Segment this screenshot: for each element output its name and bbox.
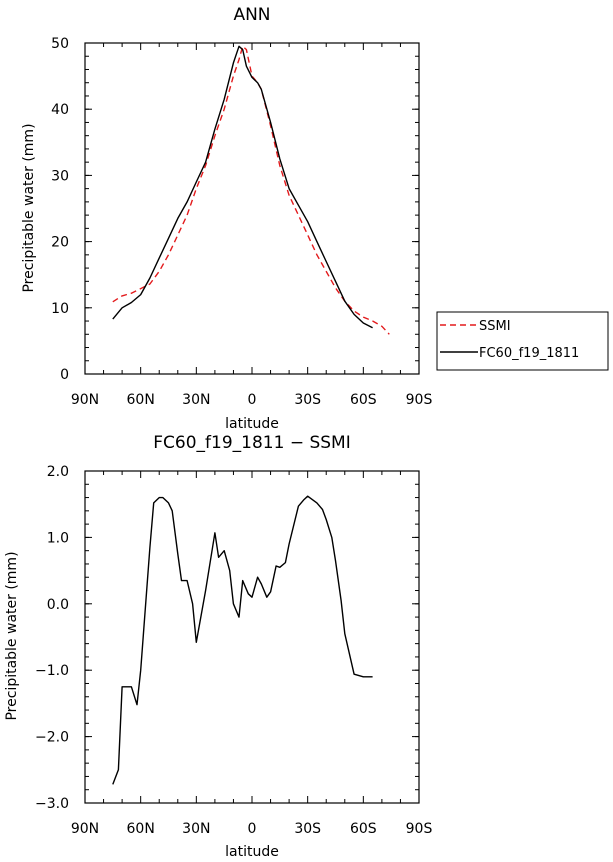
top-x-axis-label: latitude [225, 416, 279, 432]
bottom-y-axis-label: Precipitable water (mm) [4, 551, 20, 720]
top-panel: ANN latitude Precipitable water (mm) 90N… [21, 5, 432, 432]
bottom-x-tick-label: 60S [350, 821, 377, 837]
bottom-y-tick-label: −2.0 [35, 730, 69, 746]
bottom-plot-frame [84, 470, 420, 804]
top-y-axis-label: Precipitable water (mm) [21, 123, 37, 292]
bottom-x-tick-label: 0 [248, 821, 257, 837]
top-y-tick-label: 10 [51, 301, 69, 317]
top-x-tick-label: 30S [294, 392, 321, 408]
bottom-x-axis-label: latitude [225, 844, 279, 860]
top-series-line-fc60-f19-1811 [112, 45, 373, 329]
top-x-tick-label: 90S [406, 392, 433, 408]
top-y-tick-label: 40 [51, 102, 69, 118]
legend: SSMI FC60_f19_1811 [436, 311, 609, 371]
top-y-tick-label: 30 [51, 168, 69, 184]
bottom-chart-title: FC60_f19_1811 − SSMI [153, 433, 350, 453]
bottom-x-tick-label: 90S [406, 821, 433, 837]
top-y-tick-label: 20 [51, 235, 69, 251]
bottom-x-tick-label: 90N [71, 821, 99, 837]
bottom-x-tick-label: 30S [294, 821, 321, 837]
top-y-tick-label: 0 [60, 367, 69, 383]
legend-box [436, 311, 609, 371]
bottom-y-tick-label: −1.0 [35, 663, 69, 679]
bottom-x-tick-label: 60N [127, 821, 155, 837]
bottom-series-line-0 [112, 495, 373, 785]
bottom-y-tick-label: 0.0 [47, 597, 69, 613]
bottom-y-tick-label: 1.0 [47, 530, 69, 546]
top-x-tick-label: 60S [350, 392, 377, 408]
top-chart-title: ANN [233, 5, 270, 25]
top-x-tick-label: 30N [182, 392, 210, 408]
legend-label-model: FC60_f19_1811 [479, 346, 579, 361]
top-x-tick-label: 90N [71, 392, 99, 408]
bottom-y-tick-label: 2.0 [47, 464, 69, 480]
legend-label-ssmi: SSMI [479, 319, 511, 334]
top-series-line-ssmi [112, 45, 390, 335]
top-plot-frame [84, 42, 420, 375]
top-x-tick-label: 60N [127, 392, 155, 408]
top-x-tick-label: 0 [248, 392, 257, 408]
bottom-y-tick-label: −3.0 [35, 796, 69, 812]
bottom-x-tick-label: 30N [182, 821, 210, 837]
bottom-panel: FC60_f19_1811 − SSMI latitude Precipitab… [4, 433, 432, 860]
top-y-tick-label: 50 [51, 36, 69, 52]
